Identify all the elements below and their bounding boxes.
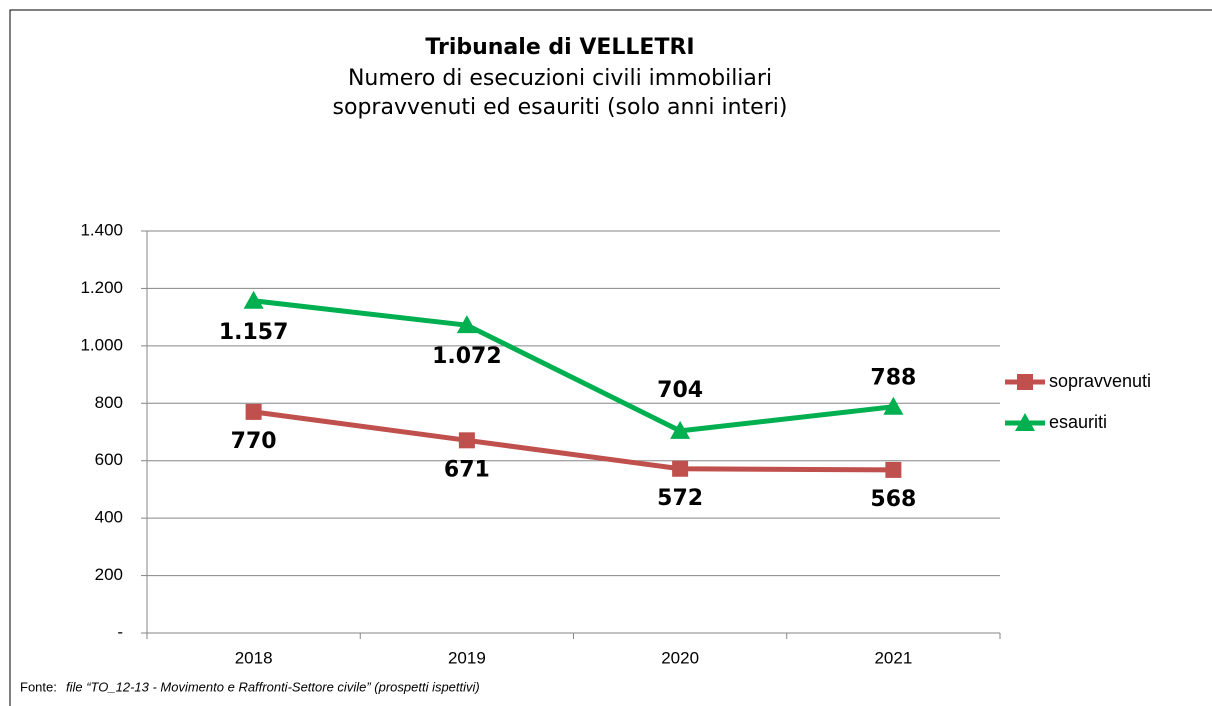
legend-label: esauriti — [1049, 412, 1107, 432]
line — [253, 298, 894, 434]
marker — [885, 461, 902, 478]
chart-subtitle: sopravvenuti ed esauriti (solo anni inte… — [333, 95, 788, 120]
data-label: 1.072 — [432, 344, 502, 369]
y-tick-label: 600 — [95, 450, 123, 469]
frame — [9, 9, 1212, 706]
x-tick-label: 2019 — [448, 648, 486, 667]
marker — [456, 315, 477, 334]
y-tick-label: 1.000 — [80, 335, 123, 354]
marker — [672, 460, 689, 477]
marker — [670, 420, 691, 439]
marker — [883, 396, 904, 415]
chart-title: Tribunale di VELLETRI — [425, 35, 694, 60]
x-tick-label: 2018 — [235, 648, 273, 667]
x-tick-label: 2021 — [874, 648, 912, 667]
marker — [245, 403, 262, 420]
y-tick-label: - — [117, 622, 123, 641]
x-tick-label: 2020 — [661, 648, 699, 667]
y-tick-label: 1.200 — [80, 278, 123, 297]
data-label: 572 — [657, 486, 703, 511]
legend-label: sopravvenuti — [1049, 371, 1151, 391]
data-label: 1.157 — [219, 320, 289, 345]
data-label: 788 — [870, 366, 916, 391]
data-label: 704 — [657, 378, 703, 403]
y-tick-label: 1.400 — [80, 220, 123, 239]
source: file “TO_12-13 - Movimento e Raffronti-S… — [66, 679, 480, 694]
data-label: 568 — [870, 487, 916, 512]
y-tick-label: 800 — [95, 393, 123, 412]
chart-subtitle: Numero di esecuzioni civili immobiliari — [348, 66, 772, 91]
marker — [1015, 413, 1035, 431]
marker — [458, 432, 475, 449]
source-label: Fonte: — [20, 679, 57, 694]
marker — [1017, 374, 1033, 390]
data-label: 671 — [444, 457, 490, 482]
line — [253, 409, 894, 473]
data-label: 770 — [231, 429, 277, 454]
y-tick-label: 200 — [95, 565, 123, 584]
y-tick-label: 400 — [95, 508, 123, 527]
marker — [243, 290, 264, 309]
